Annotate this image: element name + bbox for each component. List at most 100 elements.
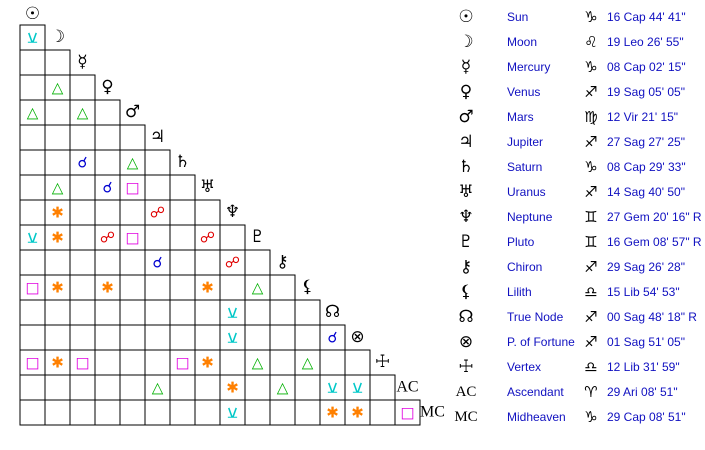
grid-glyph: ☊ xyxy=(325,302,340,322)
grid-glyph: AC xyxy=(396,379,418,396)
aspect-symbol: ☍ xyxy=(100,229,115,247)
sign-glyph: ♎ xyxy=(584,358,597,376)
cell xyxy=(119,274,146,301)
grid-glyph: ♃ xyxy=(150,127,165,147)
grid-glyph: ⊗ xyxy=(350,327,364,347)
sign-glyph: ♑ xyxy=(584,408,597,426)
cell xyxy=(44,149,71,176)
body-glyph: ⚸ xyxy=(460,282,472,302)
cell xyxy=(19,149,46,176)
cell xyxy=(119,324,146,351)
grid-glyph: ♅ xyxy=(200,177,215,197)
cell xyxy=(194,399,221,426)
body-position: 27 Sag 27' 25" xyxy=(607,135,685,149)
aspect-symbol: ☌ xyxy=(152,254,162,272)
body-glyph: ♀ xyxy=(460,82,472,102)
body-name: True Node xyxy=(507,310,564,324)
sign-glyph: ♊ xyxy=(584,233,597,251)
cell xyxy=(119,124,146,151)
cell xyxy=(219,224,246,251)
grid-glyph: ♇ xyxy=(250,227,265,247)
aspect-symbol: ✱ xyxy=(51,354,64,372)
grid-glyph: ♆ xyxy=(225,202,240,222)
body-name: Sun xyxy=(507,10,528,24)
sign-glyph: ♍ xyxy=(584,108,597,126)
body-name: Midheaven xyxy=(507,410,566,424)
aspect-symbol: ✱ xyxy=(51,204,64,222)
aspect-symbol: ✱ xyxy=(351,404,364,422)
cell xyxy=(269,324,296,351)
cell xyxy=(44,324,71,351)
body-name: P. of Fortune xyxy=(507,335,575,349)
cell xyxy=(44,249,71,276)
grid-glyph: ☿ xyxy=(77,52,87,72)
body-glyph: AC xyxy=(456,384,477,400)
cell xyxy=(119,374,146,401)
cell xyxy=(269,274,296,301)
body-position: 29 Sag 26' 28" xyxy=(607,260,685,274)
aspect-symbol: △ xyxy=(302,354,314,372)
body-glyph: ♆ xyxy=(458,207,473,227)
sign-glyph: ♐ xyxy=(584,258,597,276)
aspect-symbol: ⚺ xyxy=(228,404,238,422)
cell xyxy=(294,374,321,401)
body-position: 27 Gem 20' 16" R xyxy=(607,210,702,224)
cell xyxy=(144,299,171,326)
body-name: Lilith xyxy=(507,285,532,299)
cell xyxy=(169,249,196,276)
sign-glyph: ♊ xyxy=(584,208,597,226)
cell xyxy=(69,374,96,401)
cell xyxy=(369,399,396,426)
aspect-symbol: △ xyxy=(252,279,264,297)
aspect-symbol: □ xyxy=(125,229,139,247)
body-glyph: ☉ xyxy=(458,7,473,27)
aspect-symbol: ✱ xyxy=(101,279,114,297)
cell xyxy=(194,324,221,351)
cell xyxy=(19,174,46,201)
cell xyxy=(144,149,171,176)
cell xyxy=(94,249,121,276)
body-glyph: ☽ xyxy=(458,32,473,52)
body-position: 12 Lib 31' 59" xyxy=(607,360,680,374)
cell xyxy=(194,249,221,276)
cell xyxy=(44,399,71,426)
cell xyxy=(369,374,396,401)
cell xyxy=(219,274,246,301)
cell xyxy=(294,299,321,326)
cell xyxy=(19,74,46,101)
sign-glyph: ♑ xyxy=(584,158,597,176)
aspect-symbol: □ xyxy=(400,404,414,422)
cell xyxy=(169,224,196,251)
cell xyxy=(119,199,146,226)
aspect-symbol: ☌ xyxy=(327,329,337,347)
body-glyph: ⊗ xyxy=(459,332,473,352)
cell xyxy=(144,274,171,301)
grid-glyph: ♄ xyxy=(175,152,190,172)
body-name: Saturn xyxy=(507,160,542,174)
cell xyxy=(169,274,196,301)
cell xyxy=(244,374,271,401)
aspect-symbol: ⚺ xyxy=(228,329,238,347)
cell xyxy=(344,349,371,376)
body-position: 15 Lib 54' 53" xyxy=(607,285,680,299)
aspect-symbol: ☍ xyxy=(225,254,240,272)
aspect-symbol: ⚺ xyxy=(228,304,238,322)
cell xyxy=(244,299,271,326)
grid-glyph: ⚷ xyxy=(276,252,288,272)
aspect-symbol: ☍ xyxy=(150,204,165,222)
body-position: 01 Sag 51' 05" xyxy=(607,335,685,349)
body-name: Uranus xyxy=(507,185,546,199)
body-position: 16 Cap 44' 41" xyxy=(607,10,686,24)
cell xyxy=(194,199,221,226)
cell xyxy=(244,399,271,426)
cell xyxy=(44,99,71,126)
cell xyxy=(69,249,96,276)
cell xyxy=(144,349,171,376)
cell xyxy=(244,324,271,351)
cell xyxy=(44,299,71,326)
aspect-symbol: △ xyxy=(127,154,139,172)
cell xyxy=(269,299,296,326)
cell xyxy=(194,299,221,326)
body-position: 16 Gem 08' 57" R xyxy=(607,235,702,249)
